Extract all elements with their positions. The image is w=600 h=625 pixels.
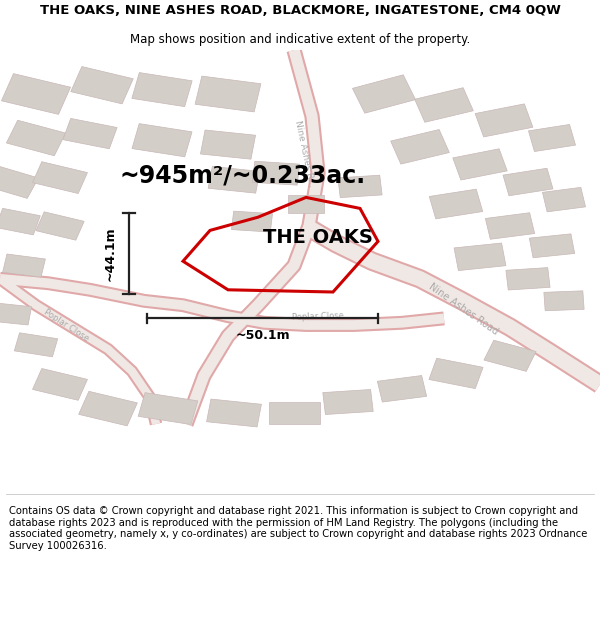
Polygon shape	[377, 376, 427, 402]
Text: ~50.1m: ~50.1m	[235, 329, 290, 342]
Polygon shape	[0, 208, 40, 235]
Polygon shape	[429, 189, 483, 219]
Polygon shape	[529, 124, 575, 151]
Polygon shape	[132, 124, 192, 157]
Polygon shape	[132, 72, 192, 107]
Polygon shape	[36, 212, 84, 240]
Text: Poplar Close: Poplar Close	[292, 312, 344, 322]
Polygon shape	[429, 358, 483, 389]
Polygon shape	[138, 392, 198, 424]
Polygon shape	[32, 369, 88, 400]
Polygon shape	[269, 402, 320, 424]
Polygon shape	[475, 104, 533, 137]
Text: ~945m²/~0.233ac.: ~945m²/~0.233ac.	[120, 163, 366, 188]
Text: ~44.1m: ~44.1m	[103, 226, 116, 281]
Polygon shape	[484, 340, 536, 371]
Polygon shape	[71, 66, 133, 104]
Polygon shape	[7, 120, 65, 156]
Polygon shape	[1, 74, 71, 114]
Text: Contains OS data © Crown copyright and database right 2021. This information is : Contains OS data © Crown copyright and d…	[9, 506, 587, 551]
Polygon shape	[63, 118, 117, 149]
Text: Nine Ashes R...: Nine Ashes R...	[293, 119, 316, 188]
Polygon shape	[32, 162, 88, 194]
Text: Map shows position and indicative extent of the property.: Map shows position and indicative extent…	[130, 32, 470, 46]
Polygon shape	[200, 130, 256, 159]
Polygon shape	[14, 332, 58, 357]
Polygon shape	[352, 75, 416, 113]
Polygon shape	[0, 303, 32, 325]
Polygon shape	[454, 243, 506, 271]
Polygon shape	[0, 166, 38, 198]
Polygon shape	[503, 168, 553, 196]
Polygon shape	[391, 129, 449, 164]
Polygon shape	[529, 234, 575, 258]
Polygon shape	[253, 161, 299, 185]
Polygon shape	[415, 88, 473, 122]
Polygon shape	[208, 166, 260, 193]
Polygon shape	[506, 268, 550, 290]
Polygon shape	[288, 195, 324, 212]
Polygon shape	[79, 391, 137, 426]
Polygon shape	[2, 254, 46, 277]
Polygon shape	[544, 291, 584, 311]
Polygon shape	[453, 149, 507, 180]
Polygon shape	[206, 399, 262, 427]
Polygon shape	[323, 389, 373, 414]
Text: Nine Ashes Road: Nine Ashes Road	[427, 282, 500, 338]
Polygon shape	[338, 175, 382, 198]
Polygon shape	[542, 188, 586, 212]
Polygon shape	[232, 211, 272, 232]
Text: Poplar Close: Poplar Close	[42, 307, 90, 343]
Polygon shape	[485, 213, 535, 239]
Text: THE OAKS: THE OAKS	[263, 228, 373, 248]
Text: THE OAKS, NINE ASHES ROAD, BLACKMORE, INGATESTONE, CM4 0QW: THE OAKS, NINE ASHES ROAD, BLACKMORE, IN…	[40, 4, 560, 18]
Polygon shape	[195, 76, 261, 112]
